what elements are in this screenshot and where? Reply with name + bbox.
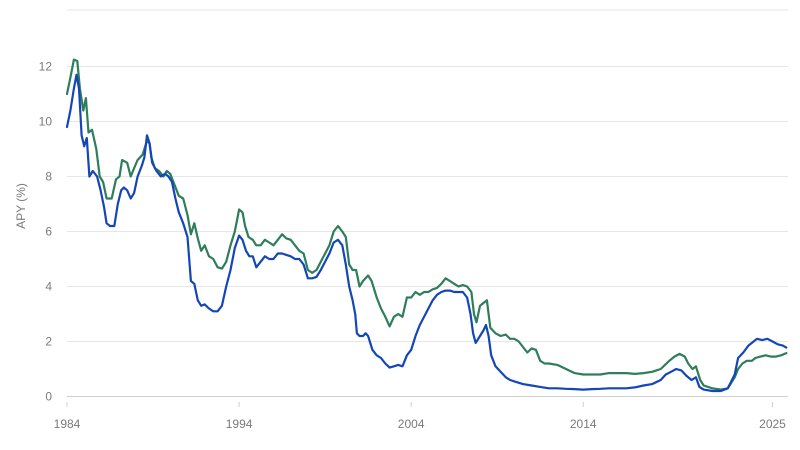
y-tick-label: 0 bbox=[45, 390, 52, 404]
series-line-2 bbox=[65, 73, 788, 393]
gridlines bbox=[67, 9, 788, 397]
y-tick-label: 4 bbox=[45, 280, 52, 294]
series-group bbox=[65, 58, 788, 393]
y-tick-label: 12 bbox=[39, 60, 53, 74]
x-tick-label: 2014 bbox=[570, 417, 597, 431]
x-tick-label: 2025 bbox=[759, 417, 786, 431]
y-tick-label: 10 bbox=[39, 115, 53, 129]
y-axis-title: APY (%) bbox=[14, 183, 28, 229]
y-tick-label: 6 bbox=[45, 225, 52, 239]
series-line-1 bbox=[65, 58, 788, 391]
y-tick-label: 2 bbox=[45, 335, 52, 349]
y-tick-label: 8 bbox=[45, 170, 52, 184]
x-axis: 1984 1994 2004 2014 2025 bbox=[54, 402, 786, 431]
y-axis: APY (%) 0 2 4 6 8 10 12 bbox=[14, 60, 52, 404]
x-tick-label: 1984 bbox=[54, 417, 81, 431]
x-tick-label: 1994 bbox=[226, 417, 253, 431]
x-tick-label: 2004 bbox=[398, 417, 425, 431]
